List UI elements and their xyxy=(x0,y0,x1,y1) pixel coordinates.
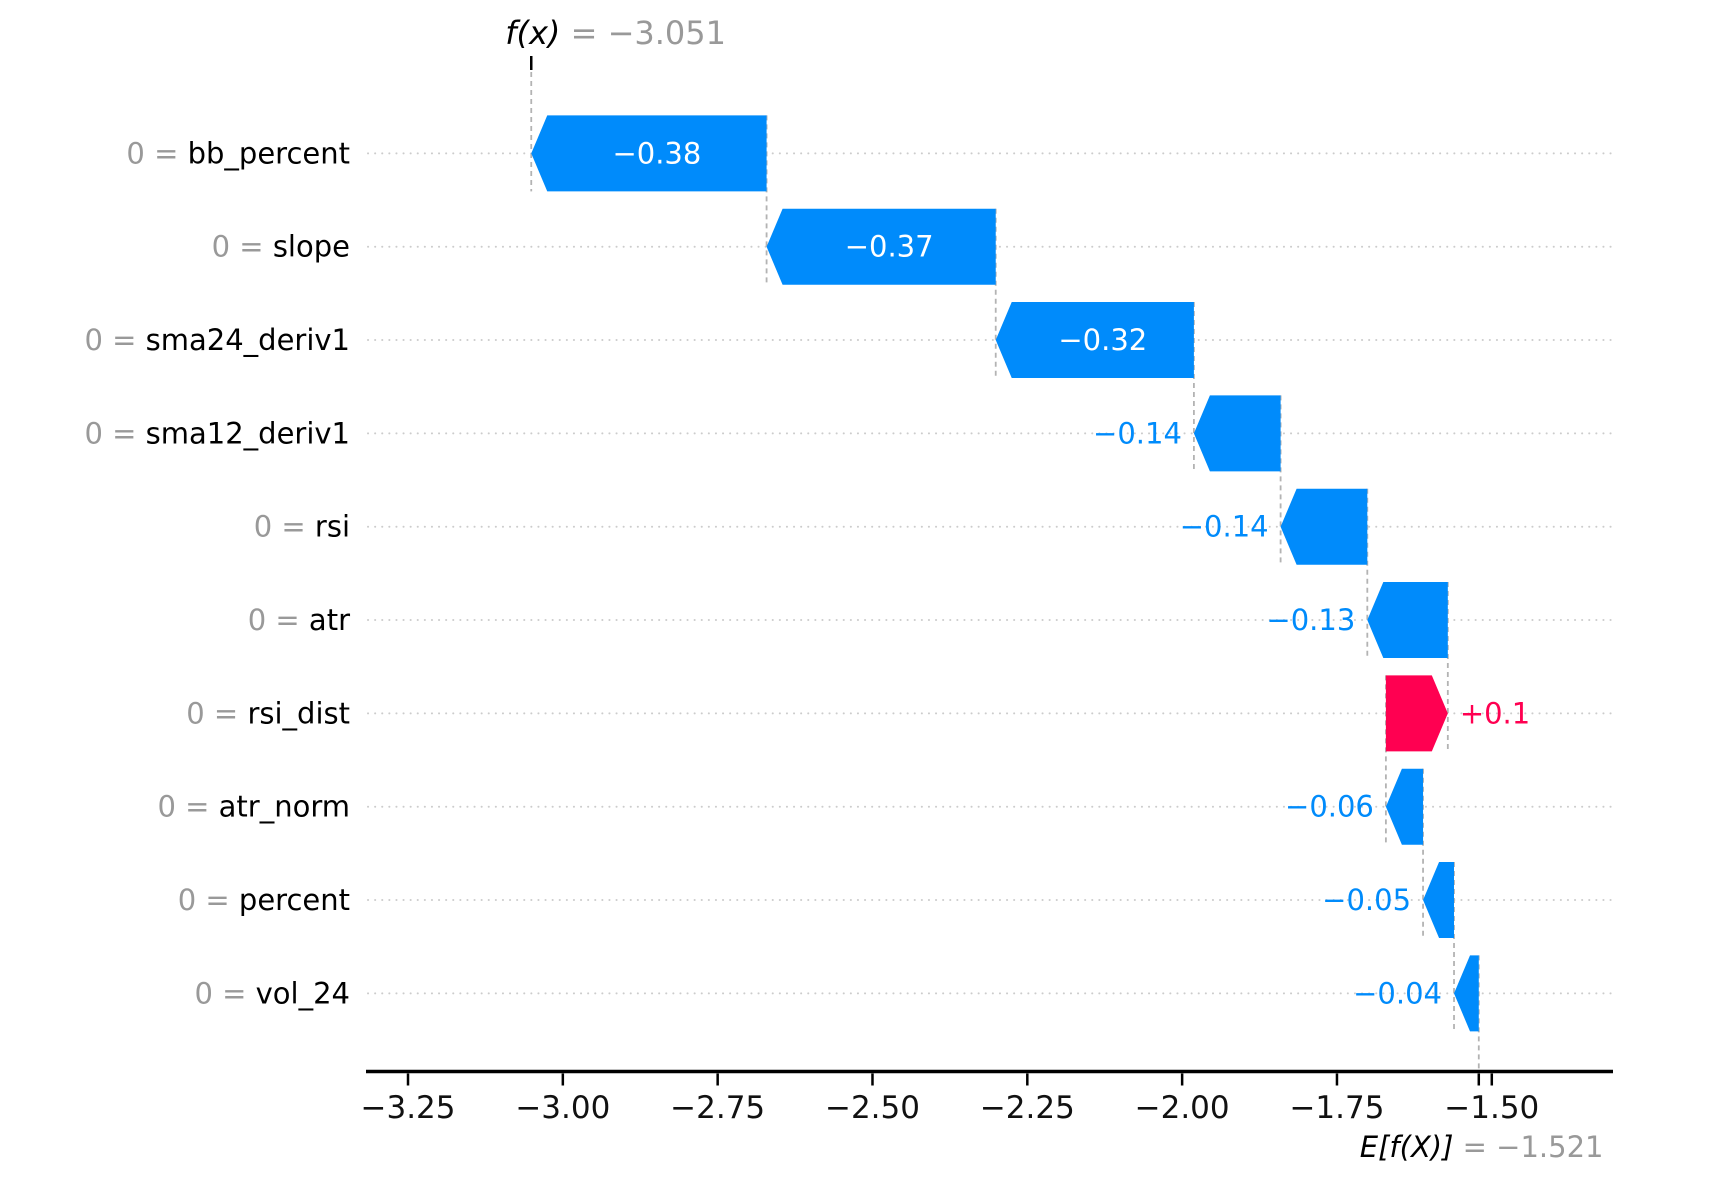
feature-name: bb_percent xyxy=(188,136,350,170)
feature-name: sma12_deriv1 xyxy=(146,416,350,450)
bar-rsi xyxy=(1280,488,1368,565)
x-tick-label: −3.00 xyxy=(515,1090,610,1126)
bar-vol_24 xyxy=(1454,955,1479,1032)
value-label-bb_percent: −0.38 xyxy=(612,136,701,170)
fx-title-symbol: f(x) xyxy=(505,14,560,52)
bar-rsi_dist xyxy=(1385,675,1448,752)
feature-name: atr_norm xyxy=(219,790,350,824)
feature-name: percent xyxy=(239,883,350,917)
value-label-slope: −0.37 xyxy=(845,230,934,264)
feature-name: rsi_dist xyxy=(247,696,350,730)
feature-value-prefix: 0 = xyxy=(186,696,247,730)
feature-name: sma24_deriv1 xyxy=(146,323,350,357)
feature-label-slope: 0 = slope xyxy=(212,230,350,264)
x-tick-label: −2.00 xyxy=(1135,1090,1230,1126)
value-label-vol_24: −0.04 xyxy=(1353,976,1442,1010)
feature-value-prefix: 0 = xyxy=(126,136,187,170)
value-label-rsi: −0.14 xyxy=(1180,510,1269,544)
value-labels: −0.38 −0.37 −0.32 −0.14 −0.14 −0.13 +0.1 −0.06 −… xyxy=(612,136,1530,1010)
bar-slope xyxy=(766,208,996,285)
value-label-sma24_deriv1: −0.32 xyxy=(1058,323,1147,357)
expected-value: = −1.521 xyxy=(1453,1130,1603,1164)
bar-bb_percent xyxy=(531,115,767,192)
value-label-rsi_dist: +0.1 xyxy=(1460,696,1530,730)
value-label-atr_norm: −0.06 xyxy=(1285,790,1374,824)
feature-label-sma24_deriv1: 0 = sma24_deriv1 xyxy=(84,323,350,357)
feature-label-rsi_dist: 0 = rsi_dist xyxy=(186,696,350,730)
value-label-sma12_deriv1: −0.14 xyxy=(1093,416,1182,450)
bar-sma12_deriv1 xyxy=(1193,395,1281,472)
feature-value-prefix: 0 = xyxy=(194,976,255,1010)
feature-label-vol_24: 0 = vol_24 xyxy=(194,976,350,1010)
bar-atr_norm xyxy=(1385,768,1424,845)
feature-value-prefix: 0 = xyxy=(212,230,273,264)
x-tick-label: −3.25 xyxy=(361,1090,456,1126)
fx-title-value: = −3.051 xyxy=(560,14,726,52)
feature-value-prefix: 0 = xyxy=(84,323,145,357)
x-tick-label: −1.75 xyxy=(1289,1090,1384,1126)
bar-percent xyxy=(1423,862,1455,939)
bars xyxy=(531,115,1479,1032)
titles: f(x) = −3.051 E[f(X)] = −1.521 xyxy=(505,14,1603,1164)
feature-name: atr xyxy=(309,603,350,637)
bar-sma24_deriv1 xyxy=(995,302,1194,379)
expected-value-label: E[f(X)] = −1.521 xyxy=(1360,1130,1604,1164)
x-tick-label: −2.75 xyxy=(670,1090,765,1126)
fx-title: f(x) = −3.051 xyxy=(505,14,726,52)
feature-name: rsi xyxy=(315,510,350,544)
value-label-atr: −0.13 xyxy=(1266,603,1355,637)
feature-label-atr: 0 = atr xyxy=(248,603,350,637)
feature-name: slope xyxy=(273,230,350,264)
feature-label-percent: 0 = percent xyxy=(178,883,350,917)
expected-symbol: E[f(X)] xyxy=(1360,1130,1454,1164)
x-tick-label: −2.50 xyxy=(825,1090,920,1126)
bar-atr xyxy=(1367,582,1448,659)
feature-label-atr_norm: 0 = atr_norm xyxy=(157,790,350,824)
value-label-percent: −0.05 xyxy=(1322,883,1411,917)
feature-value-prefix: 0 = xyxy=(157,790,218,824)
x-tick-label: −2.25 xyxy=(980,1090,1075,1126)
feature-label-sma12_deriv1: 0 = sma12_deriv1 xyxy=(84,416,350,450)
feature-label-bb_percent: 0 = bb_percent xyxy=(126,136,350,170)
feature-value-prefix: 0 = xyxy=(178,883,239,917)
connector-lines xyxy=(530,72,1480,1072)
x-axis: −3.25 −3.00 −2.75 −2.50 −2.25 −2.00 −1.75 −1.50 xyxy=(361,1069,1613,1126)
feature-value-prefix: 0 = xyxy=(84,416,145,450)
feature-value-prefix: 0 = xyxy=(254,510,315,544)
feature-name: vol_24 xyxy=(256,976,350,1010)
feature-label-rsi: 0 = rsi xyxy=(254,510,350,544)
x-tick-label: −1.50 xyxy=(1444,1090,1539,1126)
feature-value-prefix: 0 = xyxy=(248,603,309,637)
